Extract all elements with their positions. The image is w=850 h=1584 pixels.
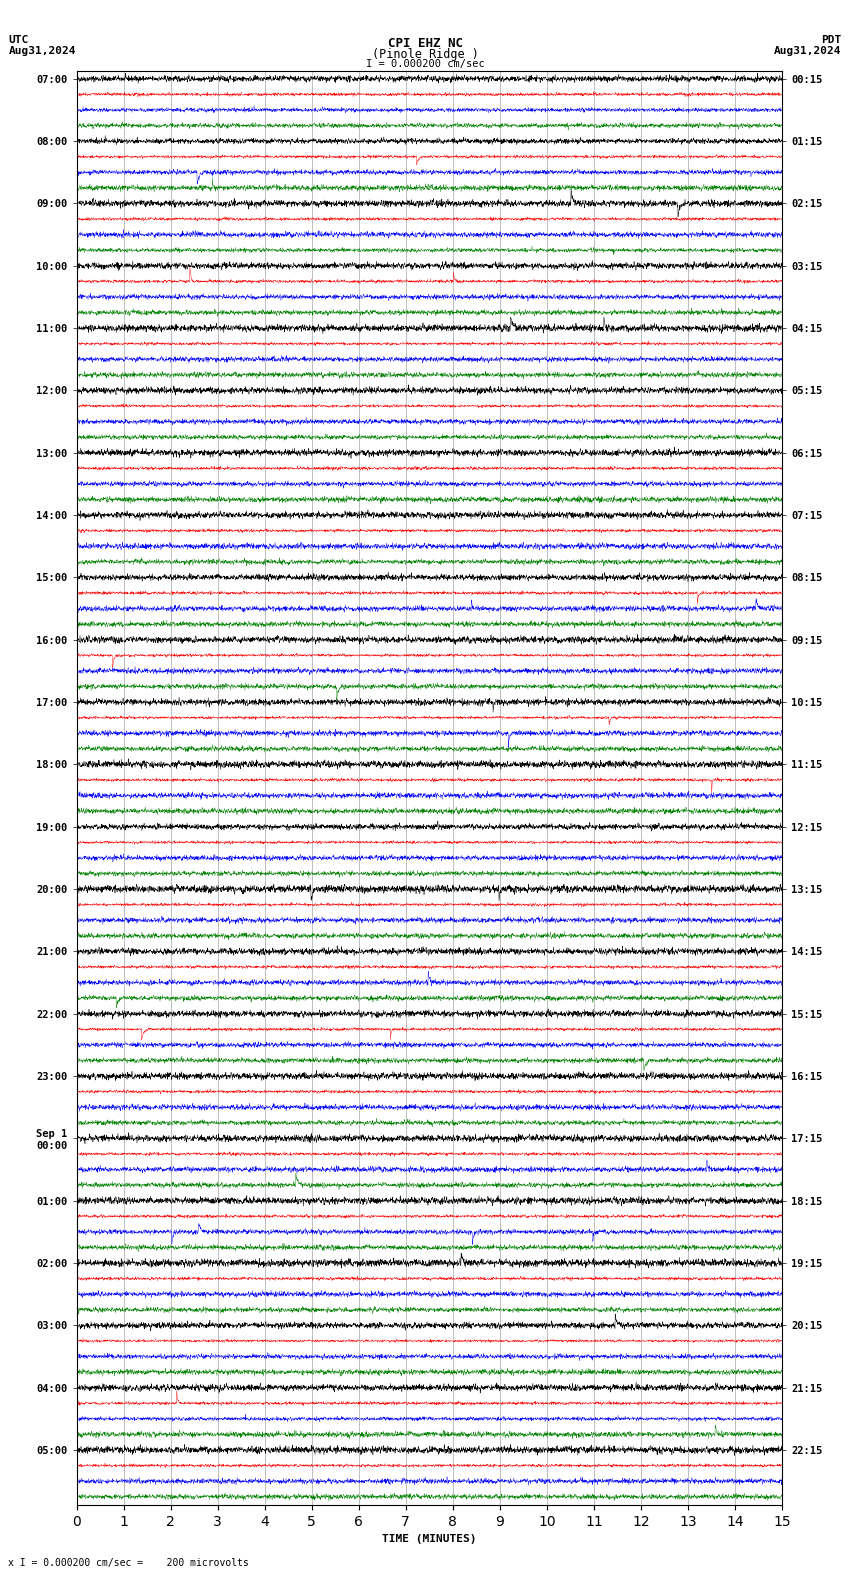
Text: PDT: PDT <box>821 35 842 44</box>
Text: Aug31,2024: Aug31,2024 <box>8 46 76 55</box>
Text: CPI EHZ NC: CPI EHZ NC <box>388 36 462 51</box>
Text: (Pinole Ridge ): (Pinole Ridge ) <box>371 48 479 62</box>
X-axis label: TIME (MINUTES): TIME (MINUTES) <box>382 1533 477 1544</box>
Text: I = 0.000200 cm/sec: I = 0.000200 cm/sec <box>366 59 484 68</box>
Text: UTC: UTC <box>8 35 29 44</box>
Text: x I = 0.000200 cm/sec =    200 microvolts: x I = 0.000200 cm/sec = 200 microvolts <box>8 1559 249 1568</box>
Text: Aug31,2024: Aug31,2024 <box>774 46 842 55</box>
